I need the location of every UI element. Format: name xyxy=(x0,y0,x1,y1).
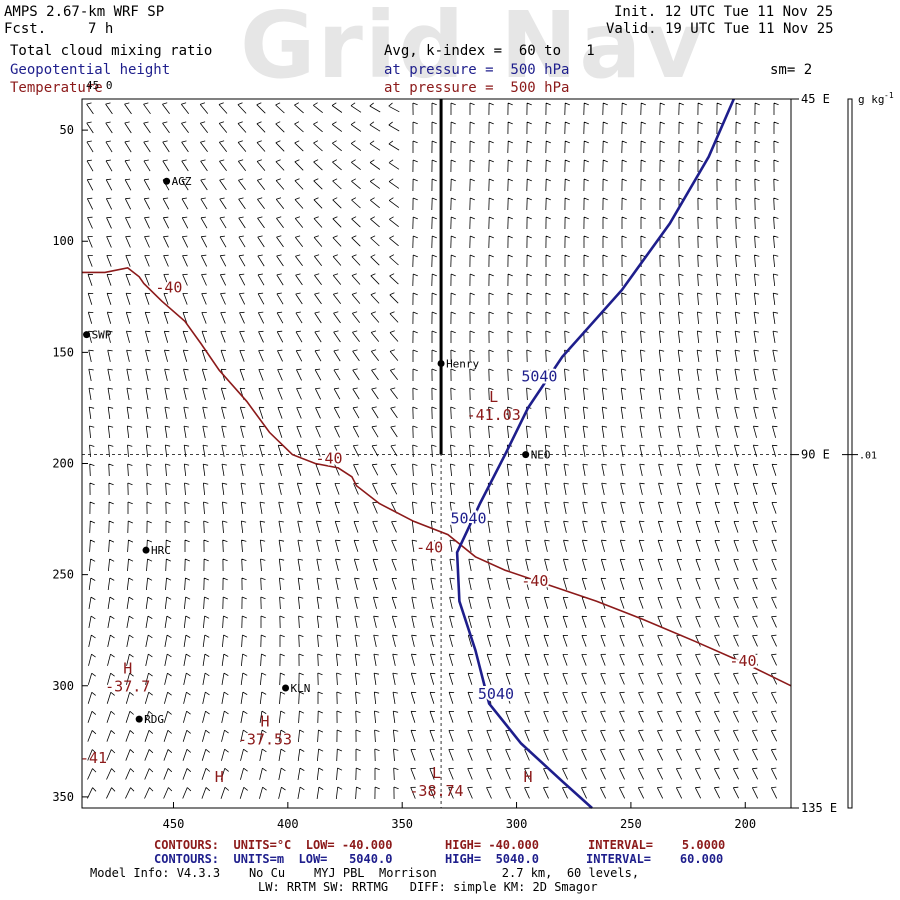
station-marker xyxy=(135,715,143,723)
plot-frame xyxy=(81,98,792,809)
y-tick-label: 50 xyxy=(60,123,74,137)
station-label: AGZ xyxy=(172,175,192,188)
chart-marks: L-41.03H-37.7H-37.53L-38.74H H-41AGZSWPHe… xyxy=(80,175,551,800)
x-tick-label: 300 xyxy=(506,817,528,831)
lon-label: 45 E xyxy=(801,92,830,106)
height-contour-label: 5040 xyxy=(521,367,557,385)
temperature-contour-label: -40 xyxy=(729,652,756,670)
colorbar-bar xyxy=(847,98,853,809)
x-tick-label: 450 xyxy=(163,817,185,831)
edge-value-label: -41 xyxy=(80,749,107,767)
station-label: SWP xyxy=(92,329,112,342)
extremum-marker: H xyxy=(123,659,132,677)
temp-contour-high: HIGH= -40.000 xyxy=(445,838,539,852)
height-contour-label: 5040 xyxy=(478,685,514,703)
station-marker xyxy=(163,177,171,185)
station-marker xyxy=(83,331,91,339)
station-label: RDG xyxy=(144,713,164,726)
x-tick-label: 200 xyxy=(734,817,756,831)
grid-lines xyxy=(82,99,791,808)
station-label: HRC xyxy=(151,544,171,557)
extremum-marker: H xyxy=(215,768,224,786)
model-title: AMPS 2.67-km WRF SP xyxy=(4,4,165,20)
colorbar-tick-label: .01 xyxy=(859,451,877,462)
contours: -40 -40 -40 -40 -40 5040 5040 5040 xyxy=(82,98,792,809)
y-tick-label: 150 xyxy=(52,345,74,359)
height-contour-high: HIGH= 5040.0 xyxy=(445,852,539,866)
station-label: Henry xyxy=(446,357,479,370)
station-marker xyxy=(522,451,530,459)
field3-name: Temperature xyxy=(10,80,103,96)
valid-time: Valid. 19 UTC Tue 11 Nov 25 xyxy=(606,21,834,37)
axes: 450 400 350 300 250 200 50 100 150 200 250 300 350 45… xyxy=(52,79,837,831)
colorbar-unit-exponent: -1 xyxy=(884,91,894,100)
height-contour-info: CONTOURS: UNITS=m LOW= 5040.0 xyxy=(154,852,393,866)
x-tick-label: 350 xyxy=(391,817,413,831)
extremum-marker: H xyxy=(260,713,269,731)
height-contour-label: 5040 xyxy=(450,510,486,528)
forecast-value: 7 h xyxy=(88,21,114,37)
extremum-value: -37.7 xyxy=(105,677,150,695)
height-contour-line xyxy=(455,98,735,809)
extremum-value: -41.03 xyxy=(467,406,521,424)
colorbar-unit: g kg xyxy=(858,93,885,106)
y-tick-label: 300 xyxy=(52,679,74,693)
extremum-marker: L xyxy=(432,764,441,782)
lon-label: 90 E xyxy=(801,448,830,462)
station-marker xyxy=(142,546,150,554)
temp-contour-interval: INTERVAL= 5.0000 xyxy=(588,838,726,852)
temperature-contour-label: -40 xyxy=(155,278,182,296)
wind-barbs xyxy=(86,102,779,800)
station-label: NEO xyxy=(531,449,551,462)
y-tick-label: 350 xyxy=(52,790,74,804)
station-marker xyxy=(437,359,445,367)
wind-barb-field xyxy=(86,102,779,800)
extremum-value: -38.74 xyxy=(409,782,463,800)
model-info-physics: LW: RRTM SW: RRTMG DIFF: simple KM: 2D S… xyxy=(258,880,598,894)
watermark: Grid Nav xyxy=(240,0,706,99)
forecast-label: Fcst. xyxy=(4,21,47,37)
y-tick-label: 250 xyxy=(52,568,74,582)
field3-info: at pressure = 500 hPa xyxy=(384,80,570,96)
temperature-contour-line xyxy=(82,267,792,687)
field2-info: at pressure = 500 hPa xyxy=(384,62,570,78)
y-tick-label: 200 xyxy=(52,457,74,471)
smoothing-label: sm= 2 xyxy=(770,62,813,78)
extremum-value: -37.53 xyxy=(238,731,292,749)
y-tick-label: 100 xyxy=(52,234,74,248)
x-tick-label: 400 xyxy=(277,817,299,831)
x-tick-label: 250 xyxy=(620,817,642,831)
init-time: Init. 12 UTC Tue 11 Nov 25 xyxy=(614,4,834,20)
temperature-contour-label: -40 xyxy=(521,572,548,590)
temp-contour-info: CONTOURS: UNITS=°C LOW= -40.000 xyxy=(154,838,393,852)
extremum-marker: L xyxy=(489,388,498,406)
corner-label: 45 0 xyxy=(86,79,113,92)
field2-name: Geopotential height xyxy=(10,62,171,78)
lon-label: 135 E xyxy=(801,801,837,815)
station-marker xyxy=(282,684,290,692)
extremum-marker: H xyxy=(523,768,532,786)
colorbar: .01 g kg -1 xyxy=(842,91,894,809)
height-contour-interval: INTERVAL= 60.000 xyxy=(586,852,724,866)
station-label: KLN xyxy=(291,682,311,695)
field1-info: Avg, k-index = 60 to 1 xyxy=(384,43,595,59)
field1-name: Total cloud mixing ratio xyxy=(10,43,213,59)
model-info: Model Info: V4.3.3 No Cu MYJ PBL Morriso… xyxy=(90,866,640,880)
temperature-contour-label: -40 xyxy=(315,450,342,468)
temperature-contour-label: -40 xyxy=(416,538,443,556)
